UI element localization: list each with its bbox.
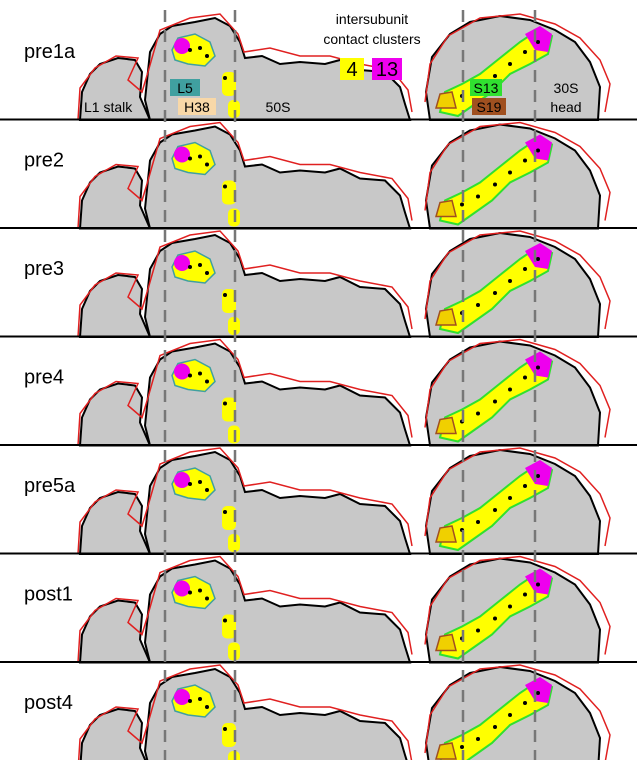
row-label: pre3 [24,258,64,280]
ribosome-silhouette [77,447,611,555]
row: pre1a [0,13,637,121]
legend-swatch [372,58,402,80]
legend-label: 4 [346,59,357,81]
row: pre2 [0,121,637,230]
annotations: intersubunit contact clusters 4 13 L5 H3… [84,11,582,115]
ribosome-silhouette [77,664,611,760]
legend-label: 13 [376,59,398,81]
ribosome-silhouette [77,555,611,664]
legend-title: contact clusters [323,31,420,47]
ribosome-silhouette [77,230,611,338]
row: post1 [0,555,637,664]
label: 30S [554,80,579,96]
ribosome-silhouette [77,121,611,230]
label: 50S [266,99,291,115]
label: L5 [177,80,193,96]
row-label: post4 [24,692,73,714]
label: head [550,99,581,115]
label: S13 [474,80,499,96]
row-label: pre2 [24,150,64,172]
row: pre3 [0,230,637,338]
row: pre5a [0,447,637,555]
row-label: pre4 [24,367,64,389]
dashed-guides [163,10,537,760]
label-box [178,98,216,115]
label-box [470,79,502,96]
label-box [472,98,506,115]
legend-swatch [340,58,364,80]
row-label: pre1a [24,41,76,63]
ribosome-silhouette [77,338,611,447]
label: L1 stalk [84,99,133,115]
row-label: post1 [24,584,73,606]
label-box [170,79,200,96]
legend-title: intersubunit [336,11,408,27]
row: pre4 [0,338,637,447]
label: S19 [477,99,502,115]
row-label: pre5a [24,475,76,497]
row: post4 [24,664,611,760]
label: H38 [184,99,210,115]
rows: pre1a pre2 pre3 pre4 pre5a post1 post4 [0,13,637,760]
